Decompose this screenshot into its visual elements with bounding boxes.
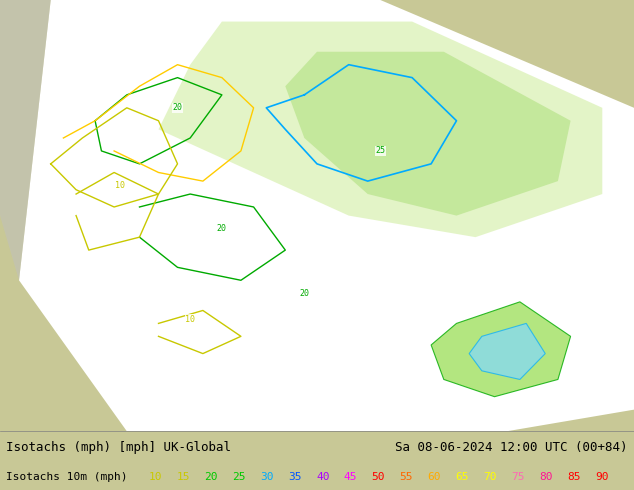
Text: 65: 65 — [455, 472, 469, 482]
Text: 90: 90 — [595, 472, 609, 482]
Text: 45: 45 — [344, 472, 358, 482]
Text: 10: 10 — [148, 472, 162, 482]
Text: 30: 30 — [260, 472, 274, 482]
Text: 10: 10 — [185, 315, 195, 323]
Text: Isotachs 10m (mph): Isotachs 10m (mph) — [6, 472, 128, 482]
Text: 70: 70 — [483, 472, 497, 482]
Text: 50: 50 — [372, 472, 385, 482]
Text: 10: 10 — [115, 181, 126, 190]
Text: 15: 15 — [176, 472, 190, 482]
Text: 20: 20 — [217, 224, 227, 233]
Text: 75: 75 — [511, 472, 525, 482]
Text: 40: 40 — [316, 472, 330, 482]
Polygon shape — [285, 52, 571, 216]
Text: 80: 80 — [539, 472, 553, 482]
Text: Sa 08-06-2024 12:00 UTC (00+84): Sa 08-06-2024 12:00 UTC (00+84) — [395, 441, 628, 454]
Polygon shape — [0, 0, 51, 280]
Polygon shape — [158, 22, 602, 237]
Text: 20: 20 — [172, 103, 183, 112]
Text: 85: 85 — [567, 472, 581, 482]
Text: 25: 25 — [232, 472, 246, 482]
Polygon shape — [19, 0, 634, 431]
Text: 60: 60 — [427, 472, 441, 482]
Text: Isotachs (mph) [mph] UK-Global: Isotachs (mph) [mph] UK-Global — [6, 441, 231, 454]
Text: 20: 20 — [204, 472, 218, 482]
Polygon shape — [469, 323, 545, 379]
Polygon shape — [431, 302, 571, 397]
Text: 25: 25 — [375, 147, 385, 155]
Text: 55: 55 — [399, 472, 413, 482]
Text: 35: 35 — [288, 472, 302, 482]
Text: 20: 20 — [299, 289, 309, 298]
